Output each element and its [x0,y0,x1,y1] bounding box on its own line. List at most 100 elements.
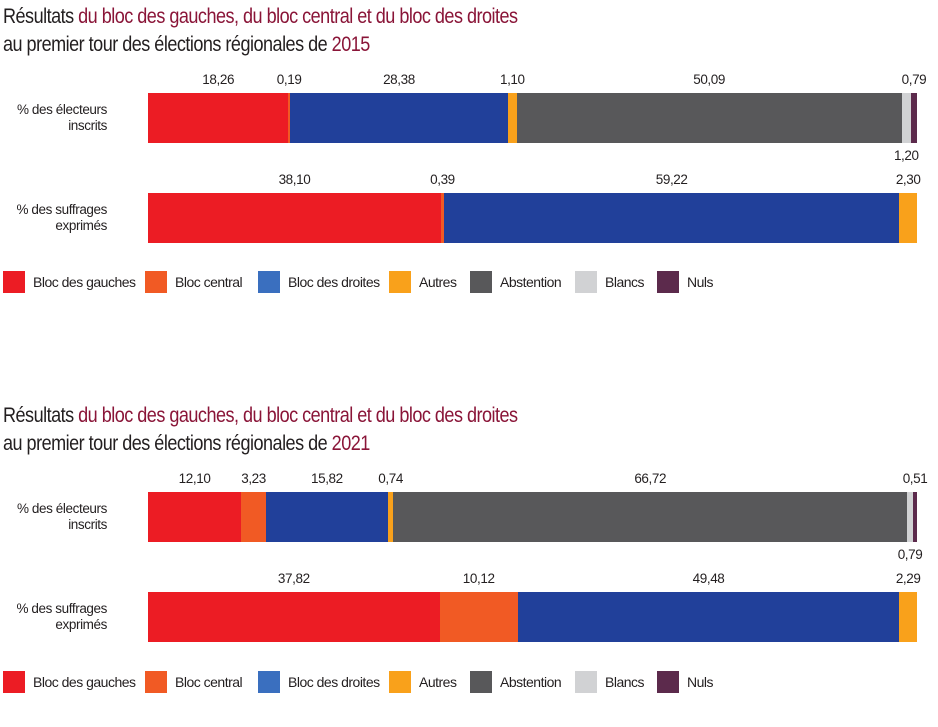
value-label-autres: 0,74 [378,471,403,486]
legend-swatch [258,671,280,693]
value-label-bloc-central: 0,19 [276,72,302,87]
stacked-bar-inscrits [148,492,917,542]
value-label-abstention: 50,09 [693,72,726,87]
chart-2015: Résultats du bloc des gauches, du bloc c… [0,0,938,300]
row-label-line: inscrits [68,517,107,532]
bar-segment-bloc-gauches [148,193,441,243]
legend-swatch [389,271,411,293]
value-label-blancs: 1,20 [893,148,919,163]
bar-segment-bloc-droites [265,492,388,542]
legend-label: Bloc central [175,274,243,290]
row-label-line: exprimés [55,218,107,233]
value-label-bloc-droites: 28,38 [383,72,415,87]
stacked-bar-inscrits [148,93,917,143]
legend-swatch [657,671,679,693]
stacked-bar-exprimes [148,592,917,642]
bar-segment-abstention [393,492,907,542]
row-label-line: inscrits [68,118,107,133]
value-label-autres: 2,30 [895,172,921,187]
bar-segment-autres [899,592,917,642]
legend-swatch [145,271,167,293]
legend-label: Nuls [687,274,714,290]
value-label-bloc-central: 3,23 [241,471,266,486]
bar-segment-autres [387,492,394,542]
legend-swatch [470,671,492,693]
bar-segment-autres [508,93,517,143]
value-label-bloc-gauches: 38,10 [278,172,311,187]
legend-swatch [3,671,25,693]
subtitle-year: 2021 [331,432,371,455]
row-label-line: % des électeurs [16,501,107,516]
legend-label: Bloc des droites [288,674,380,690]
legend-label: Blancs [605,274,645,290]
value-label-nuls: 0,79 [901,72,927,87]
legend-label: Blancs [605,674,645,690]
row-label-exprimes: % des suffrages exprimés [0,202,107,234]
value-label-bloc-gauches: 18,26 [202,72,235,87]
legend-swatch [575,671,597,693]
bar-segment-bloc-droites [289,93,509,143]
bar-segment-bloc-central [288,93,290,143]
row-label-line: % des électeurs [16,102,107,117]
legend-swatch [389,671,411,693]
bar-segment-blancs [901,93,911,143]
value-label-bloc-droites: 59,22 [655,172,688,187]
stacked-bar-exprimes [148,193,917,243]
legend-swatch [3,271,25,293]
legend-swatch [657,271,679,293]
value-label-bloc-central: 0,39 [430,172,455,187]
legend-label: Bloc des gauches [33,274,136,290]
value-label-nuls: 0,51 [902,471,928,486]
legend-swatch [145,671,167,693]
value-label-abstention: 66,72 [634,471,667,486]
subtitle-year: 2015 [331,33,371,56]
chart-subtitle: au premier tour des élections régionales… [3,31,370,59]
chart-title: Résultats du bloc des gauches, du bloc c… [3,3,518,31]
chart-title: Résultats du bloc des gauches, du bloc c… [3,402,518,430]
row-label-exprimes: % des suffrages exprimés [0,601,107,633]
legend-label: Bloc des gauches [33,674,136,690]
chart-2021: Résultats du bloc des gauches, du bloc c… [0,400,938,700]
value-label-bloc-droites: 49,48 [692,571,725,586]
legend-label: Nuls [687,674,714,690]
title-prefix: Résultats [3,404,79,427]
bar-segment-nuls [913,492,917,542]
legend-label: Autres [419,274,457,290]
bar-segment-bloc-gauches [148,592,440,642]
bar-segment-bloc-central [440,193,444,243]
bar-segment-blancs [906,492,914,542]
value-label-bloc-gauches: 37,82 [277,571,310,586]
bar-segment-autres [899,193,917,243]
row-label-line: % des suffrages [16,202,107,217]
value-label-bloc-gauches: 12,10 [178,471,211,486]
legend-swatch [575,271,597,293]
legend-label: Bloc central [175,674,243,690]
title-prefix: Résultats [3,5,79,28]
value-label-bloc-central: 10,12 [462,571,495,586]
bar-segment-abstention [516,93,902,143]
chart-subtitle: au premier tour des élections régionales… [3,430,370,458]
legend-label: Abstention [500,674,562,690]
title-highlight: du bloc des gauches, du bloc central et … [78,5,518,28]
title-highlight: du bloc des gauches, du bloc central et … [78,404,518,427]
row-label-line: exprimés [55,617,107,632]
bar-segment-bloc-gauches [148,492,242,542]
row-label-inscrits: % des électeurs inscrits [0,102,107,134]
legend-swatch [258,271,280,293]
subtitle-prefix: au premier tour des élections régionales… [3,33,332,56]
legend-label: Autres [419,674,457,690]
bar-segment-bloc-gauches [148,93,289,143]
legend-swatch [470,271,492,293]
value-label-blancs: 0,79 [897,547,923,562]
value-label-autres: 1,10 [499,72,525,87]
value-label-bloc-droites: 15,82 [310,471,343,486]
bar-segment-bloc-central [241,492,266,542]
bar-segment-bloc-central [439,592,518,642]
legend-label: Bloc des droites [288,274,380,290]
bar-segment-bloc-droites [517,592,900,642]
legend-label: Abstention [500,274,562,290]
row-label-inscrits: % des électeurs inscrits [0,501,107,533]
subtitle-prefix: au premier tour des élections régionales… [3,432,332,455]
bar-segment-nuls [910,93,917,143]
bar-segment-bloc-droites [443,193,900,243]
